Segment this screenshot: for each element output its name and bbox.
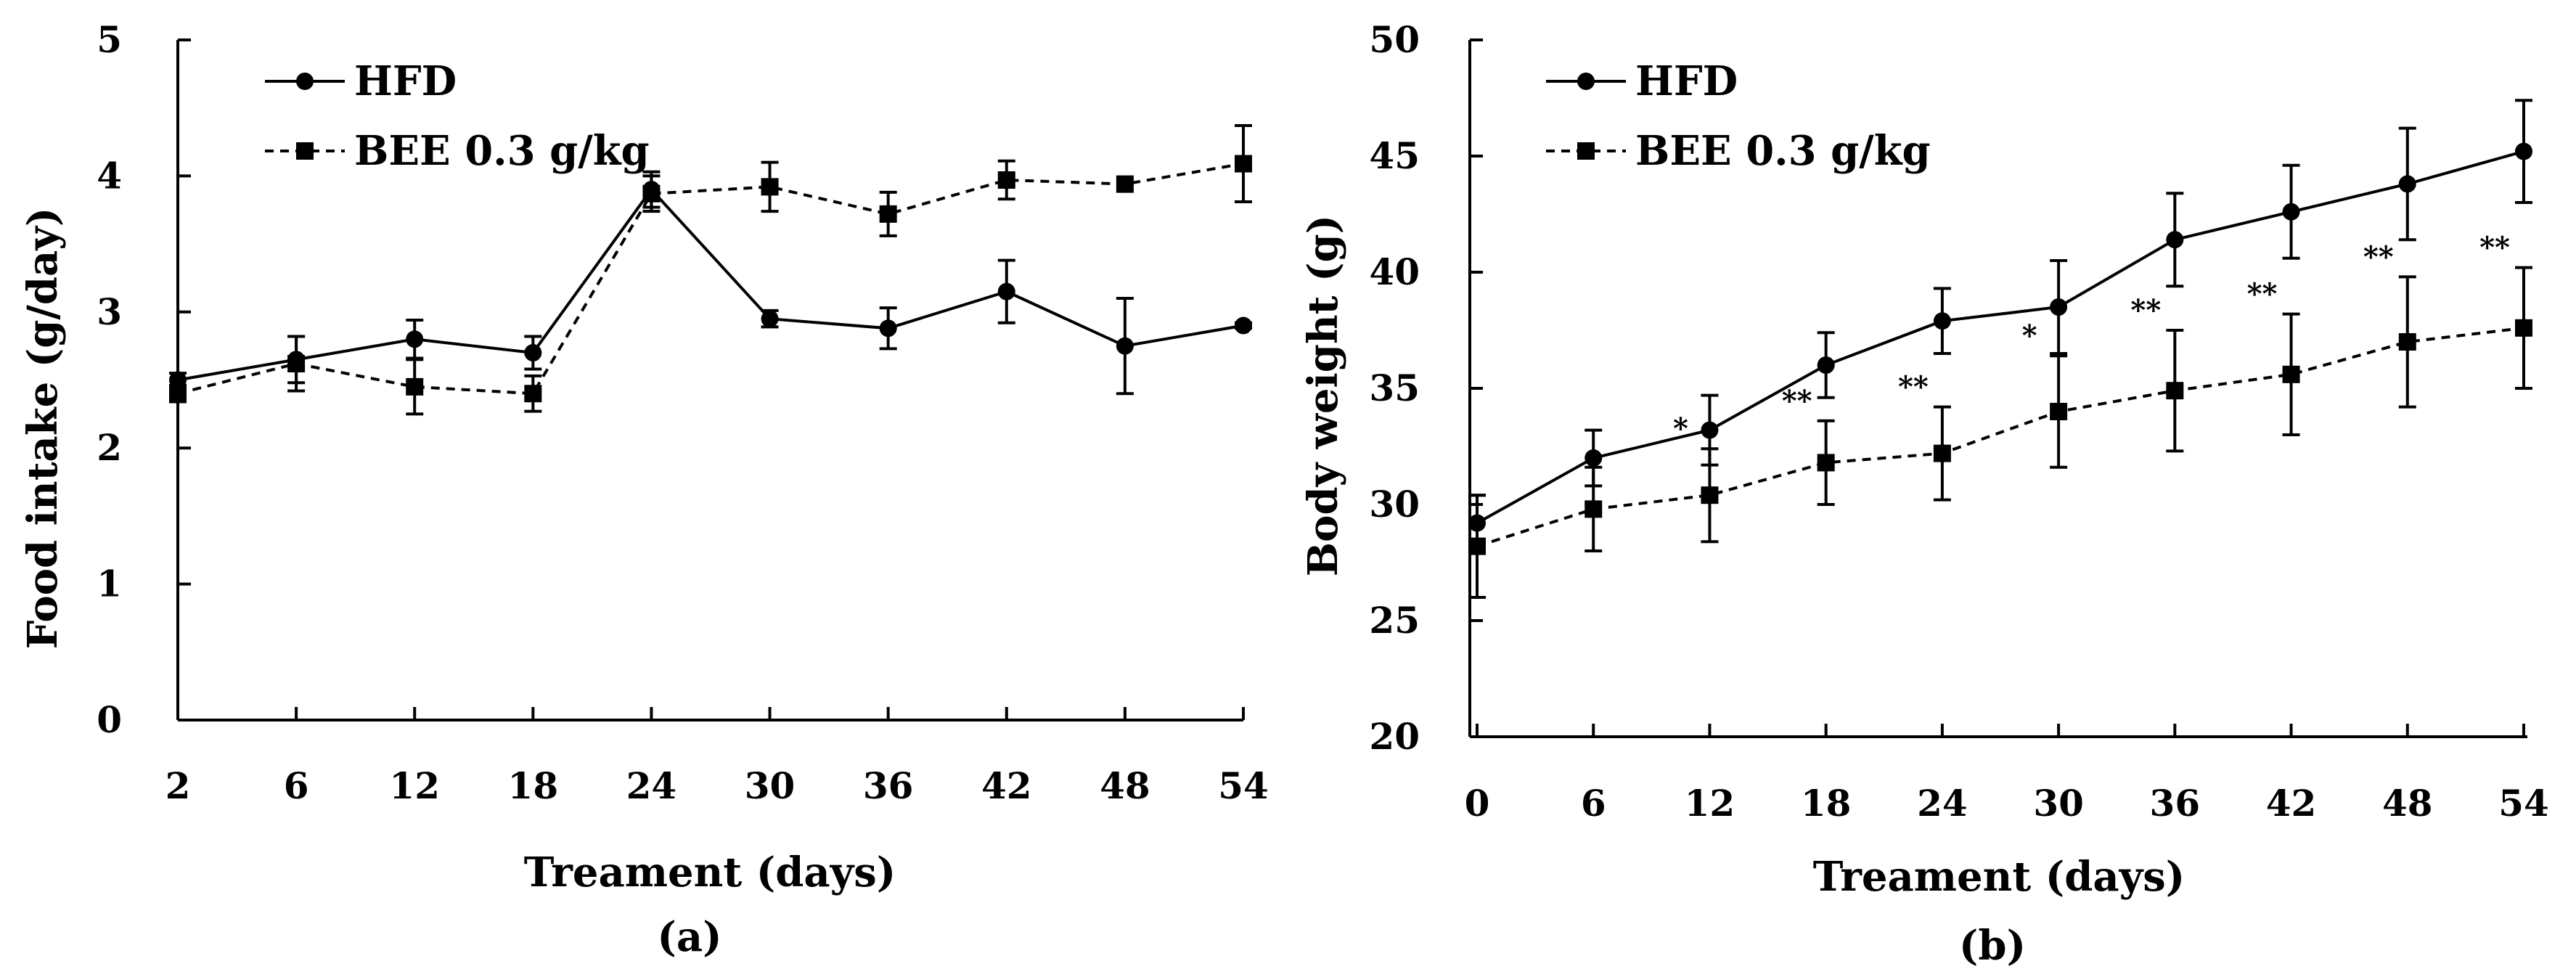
panel-b-x-tick-label: 0 — [1465, 782, 1490, 825]
panel-b-series-hfd-point — [1817, 356, 1835, 374]
panel-a-x-tick-label: 12 — [389, 764, 440, 807]
panel-a-series-hfd-point — [879, 319, 897, 338]
panel-b-y-tick-label: 25 — [1369, 599, 1420, 642]
panel-b-label: (b) — [1959, 922, 2026, 970]
panel-b-significance-label: ** — [2479, 231, 2510, 265]
panel-b-series-hfd-legend-marker — [1577, 73, 1595, 90]
panel-b-series-hfd-point — [1701, 421, 1719, 439]
panel-a-x-tick-label: 2 — [165, 764, 191, 807]
panel-a-series-hfd-point — [524, 344, 542, 362]
panel-a-x-tick-label: 30 — [745, 764, 796, 807]
panel-b-y-axis-title: Body weight (g) — [1299, 215, 1347, 576]
panel-b-y-tick-label: 50 — [1369, 18, 1420, 61]
panel-b-significance-label: * — [2022, 319, 2037, 353]
panel-b-x-tick-label: 48 — [2382, 782, 2433, 825]
panel-b-series-bee-point — [2050, 403, 2068, 420]
panel-a-x-tick-label: 54 — [1218, 764, 1269, 807]
panel-b-x-tick-label: 12 — [1685, 782, 1735, 825]
panel-a-series-bee-point — [1116, 175, 1134, 193]
panel-b-series-hfd-line — [1476, 150, 2524, 525]
panel-b-x-tick-label: 36 — [2150, 782, 2201, 825]
panel-a-x-tick-label: 36 — [863, 764, 914, 807]
panel-b-series-bee-point — [2282, 365, 2300, 383]
panel-b-x-tick-label: 24 — [1917, 782, 1968, 825]
panel-b-series-bee-point — [2166, 382, 2184, 400]
panel-a-series-bee-point — [406, 377, 424, 396]
panel-a-y-axis-title: Food intake (g/day) — [19, 208, 67, 650]
panel-b-significance-label: ** — [2363, 240, 2394, 274]
panel-a-series-hfd-line — [177, 187, 1244, 382]
panel-b-x-tick-label: 6 — [1581, 782, 1606, 825]
panel-b-series-bee-point — [2515, 319, 2532, 337]
panel-a-series-hfd-point — [406, 330, 424, 348]
panel-a-y-tick-label: 2 — [97, 426, 122, 469]
panel-a-x-tick-label: 48 — [1100, 764, 1150, 807]
panel-b-series-bee-point — [1933, 444, 1951, 462]
panel-a-y-tick-label: 0 — [97, 698, 122, 741]
panel-a-series-bee-point — [997, 171, 1015, 189]
panel-a-food-intake: Food intake (g/day) Treament (days) (a) … — [19, 18, 1269, 961]
panel-a-series-bee-point — [642, 184, 661, 203]
panel-b-significance-label: ** — [1782, 384, 1812, 418]
panel-b-series-hfd-point — [2166, 231, 2184, 249]
panel-a-x-tick-label: 6 — [284, 764, 309, 807]
panel-a-series-bee-line — [177, 162, 1244, 396]
panel-b-series-hfd-point — [2050, 298, 2068, 316]
panel-b-series-bee-point — [2398, 333, 2416, 351]
panel-a-series-hfd-point — [1235, 316, 1252, 335]
panel-a-x-axis-title: Treament (days) — [524, 849, 896, 896]
panel-a-y-tick-label: 3 — [97, 290, 122, 333]
panel-a-series-hfd-point — [997, 282, 1015, 301]
panel-b-y-tick-label: 40 — [1369, 250, 1420, 293]
panel-b-series-bee-point — [1701, 486, 1719, 504]
panel-b-significance-label: ** — [2130, 293, 2161, 327]
panel-a-series-bee-point — [287, 355, 306, 373]
panel-a-series-bee-legend-marker — [296, 142, 314, 160]
panel-b-y-tick-label: 35 — [1369, 367, 1420, 409]
panel-a-series-bee-legend-label: BEE 0.3 g/kg — [354, 127, 650, 175]
panel-a-series-bee-point — [761, 178, 779, 196]
panel-b-body-weight: Body weight (g) Treament (days) (b) 20 25… — [1299, 18, 2549, 970]
panel-b-x-tick-label: 42 — [2266, 782, 2317, 825]
panel-b-series-bee-point — [1468, 537, 1486, 555]
panel-b-series-bee-legend-marker — [1577, 142, 1595, 160]
panel-a-series-hfd-legend-label: HFD — [354, 57, 457, 105]
panel-a-series-bee-point — [879, 205, 897, 223]
panel-b-x-tick-label: 30 — [2033, 782, 2084, 825]
panel-b-y-tick-label: 45 — [1369, 134, 1420, 177]
panel-a-y-tick-label: 1 — [97, 563, 122, 605]
panel-b-y-tick-label: 30 — [1369, 483, 1420, 526]
panel-b-series-hfd-legend-label: HFD — [1635, 57, 1738, 105]
panel-a-y-tick-label: 5 — [97, 18, 122, 61]
panel-a-x-tick-label: 42 — [981, 764, 1032, 807]
panel-a-series-bee-point — [1235, 155, 1252, 173]
panel-a-series-bee-point — [524, 385, 542, 403]
panel-a-x-tick-label: 24 — [626, 764, 677, 807]
panel-b-x-axis-title: Treament (days) — [1813, 853, 2185, 901]
panel-b-y-tick-label: 20 — [1369, 715, 1420, 758]
panel-a-label: (a) — [657, 913, 721, 961]
panel-a-x-tick-label: 18 — [508, 764, 559, 807]
panel-a-series-hfd-point — [761, 310, 779, 328]
panel-b-series-hfd-point — [2398, 175, 2416, 193]
panel-b-series-hfd-point — [1933, 312, 1951, 330]
panel-b-series-bee-line — [1476, 326, 2524, 548]
panel-a-series-hfd-legend-marker — [296, 73, 314, 90]
panel-b-x-tick-label: 18 — [1801, 782, 1852, 825]
panel-b-x-tick-label: 54 — [2498, 782, 2549, 825]
panel-b-significance-label: * — [1673, 412, 1688, 446]
panel-a-series-bee-point — [169, 385, 187, 403]
panel-b-series-hfd-point — [2515, 142, 2532, 160]
panel-b-series-bee-point — [1817, 454, 1835, 472]
panel-a-series-hfd-point — [1116, 337, 1134, 355]
panel-b-series-hfd-point — [2282, 203, 2300, 221]
panel-b-significance-label: ** — [1898, 370, 1929, 404]
panel-b-series-bee-legend-label: BEE 0.3 g/kg — [1635, 127, 1931, 175]
panel-b-significance-label: ** — [2247, 277, 2278, 311]
panel-a-y-tick-label: 4 — [97, 154, 122, 197]
panel-b-series-bee-point — [1585, 500, 1603, 518]
panel-b-series-hfd-point — [1585, 449, 1603, 467]
